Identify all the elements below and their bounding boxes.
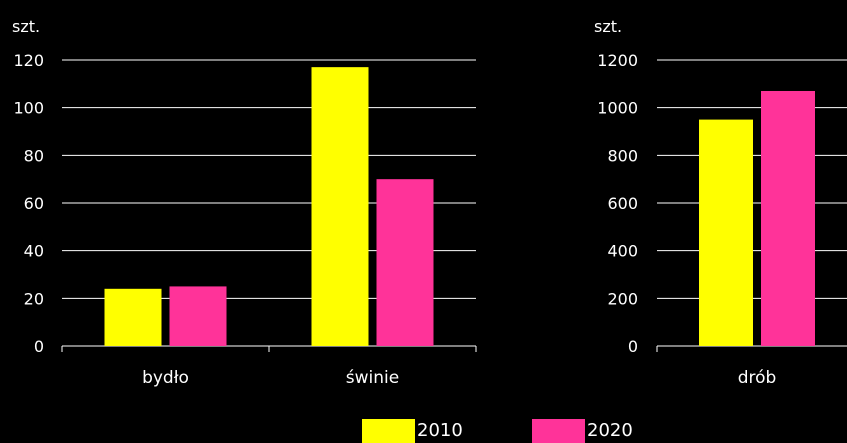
legend-swatch-2010 <box>362 419 415 443</box>
y-tick-label: 120 <box>13 51 44 70</box>
y-tick-label: 40 <box>24 242 44 261</box>
bar-2010-drób <box>699 119 753 346</box>
bar-2020-drób <box>761 90 815 346</box>
legend: 2010 <box>362 419 463 443</box>
bar-2020-bydło <box>169 286 227 346</box>
y-axis-unit-label: szt. <box>594 17 622 36</box>
y-tick-label: 200 <box>607 289 638 308</box>
y-tick-label: 400 <box>607 242 638 261</box>
x-category-label: świnie <box>346 368 399 388</box>
legend-label-2010: 2010 <box>417 420 463 441</box>
bar-2010-świnie <box>311 67 369 347</box>
legend-label-2020: 2020 <box>587 420 633 441</box>
bar-2020-świnie <box>376 179 434 346</box>
y-tick-label: 20 <box>24 289 44 308</box>
y-tick-label: 600 <box>607 194 638 213</box>
legend-swatch-2020 <box>532 419 585 443</box>
y-tick-label: 80 <box>24 146 44 165</box>
y-tick-label: 1200 <box>597 51 638 70</box>
bar-2010-bydło <box>104 288 162 346</box>
y-tick-label: 0 <box>628 337 638 356</box>
y-tick-label: 800 <box>607 146 638 165</box>
y-axis-unit-label: szt. <box>12 17 40 36</box>
y-tick-label: 60 <box>24 194 44 213</box>
y-tick-label: 100 <box>13 99 44 118</box>
y-tick-label: 0 <box>34 337 44 356</box>
x-category-label: bydło <box>142 368 189 388</box>
x-category-label: drób <box>738 368 777 388</box>
legend: 2020 <box>532 419 633 443</box>
y-tick-label: 1000 <box>597 99 638 118</box>
